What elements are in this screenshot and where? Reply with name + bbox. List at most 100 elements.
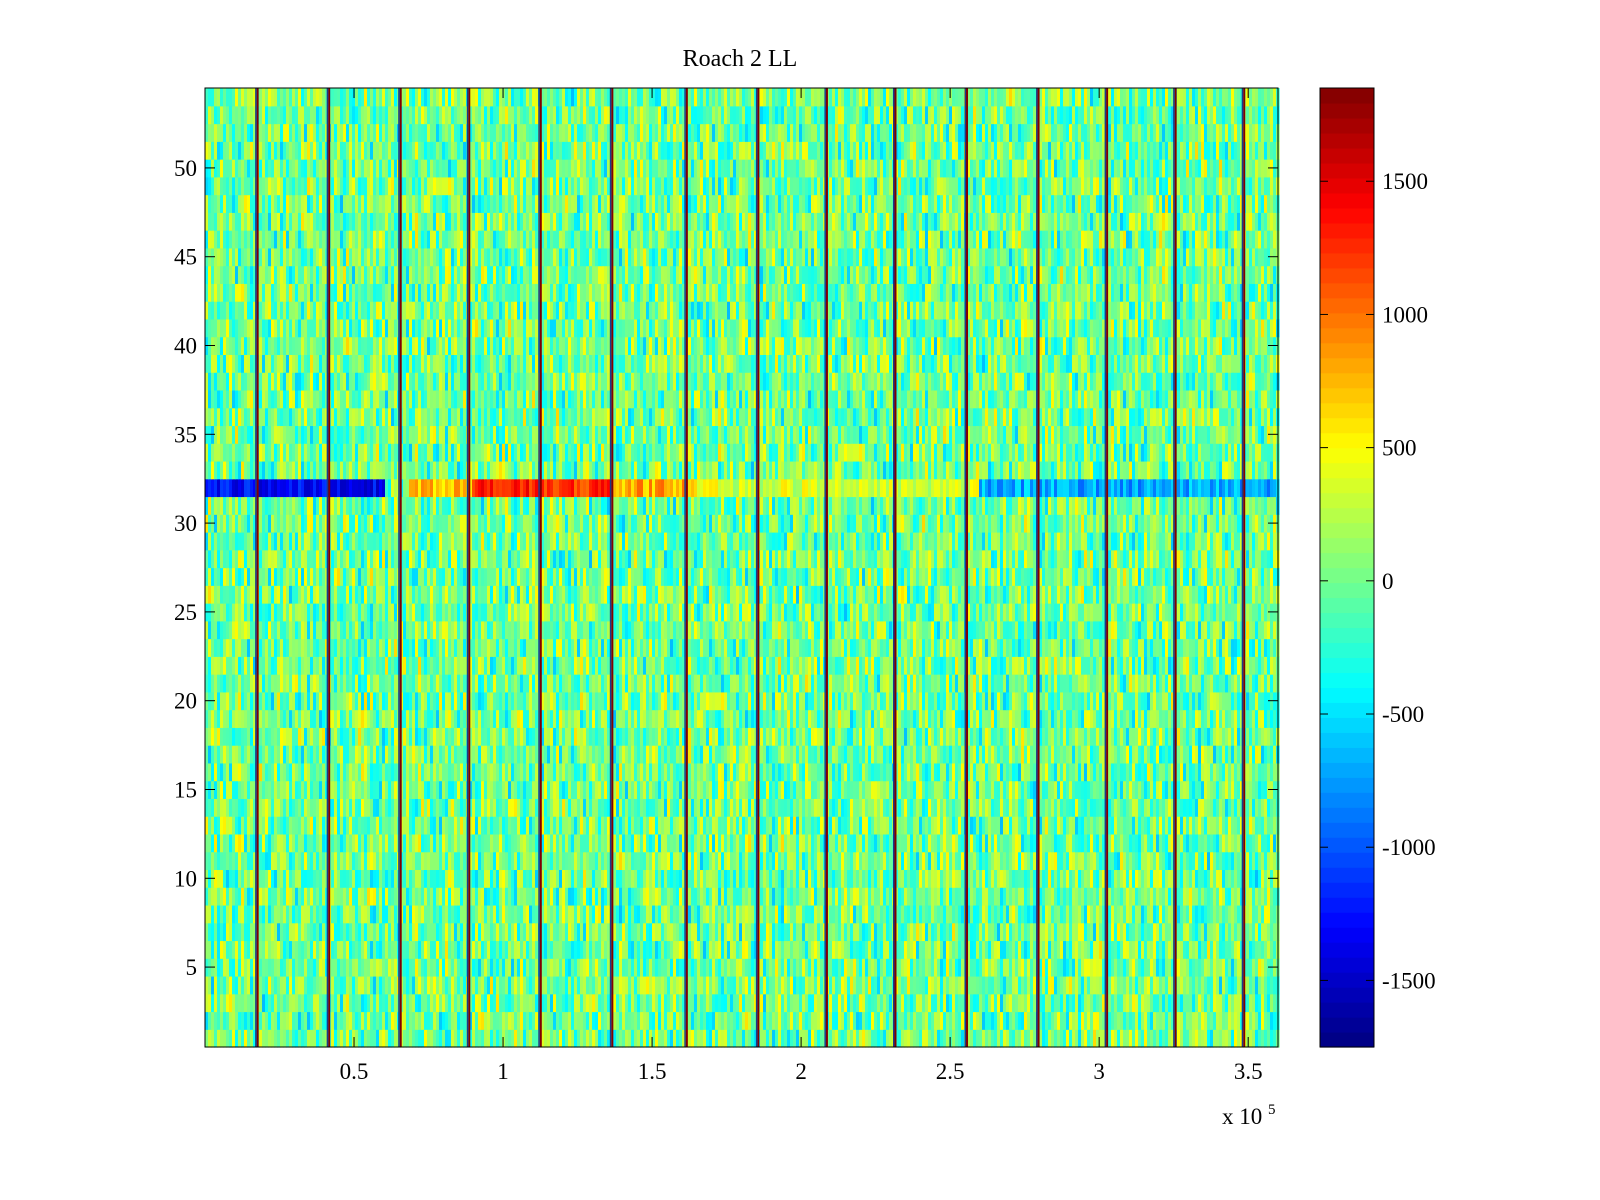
heatmap-cell [220, 904, 224, 924]
heatmap-cell [652, 1029, 656, 1048]
heatmap-cell [1123, 993, 1127, 1013]
heatmap-cell [628, 887, 632, 906]
heatmap-cell [1264, 958, 1268, 977]
heatmap-cell [265, 887, 269, 906]
heatmap-cell [745, 904, 749, 924]
heatmap-cell [460, 1011, 464, 1030]
heatmap-cell [283, 958, 287, 977]
heatmap-cell [805, 904, 809, 924]
heatmap-cell [1024, 851, 1028, 871]
heatmap-cell [1207, 851, 1211, 871]
heatmap-cell [1096, 887, 1100, 906]
heatmap-cell [1066, 975, 1070, 995]
heatmap-cell [535, 816, 539, 835]
heatmap-cell [946, 869, 950, 888]
heatmap-cell [1066, 851, 1070, 871]
heatmap-cell [583, 993, 587, 1013]
heatmap-cell [727, 869, 731, 888]
heatmap-cell [544, 993, 548, 1013]
heatmap-cell [1261, 1029, 1265, 1048]
heatmap-cell [421, 816, 425, 835]
heatmap-cell [607, 958, 611, 977]
heatmap-cell [1066, 904, 1070, 924]
heatmap-cell [697, 993, 701, 1013]
heatmap-cell [1231, 887, 1235, 906]
heatmap-cell [271, 1011, 275, 1030]
heatmap-cell [298, 798, 302, 817]
heatmap-cell [1018, 1029, 1022, 1048]
heatmap-cell [1093, 940, 1097, 959]
heatmap-cell [322, 887, 326, 906]
heatmap-cell [616, 851, 620, 871]
heatmap-cell [949, 958, 953, 977]
heatmap-cell [727, 1029, 731, 1048]
heatmap-cell [727, 816, 731, 835]
heatmap-cell [433, 816, 437, 835]
heatmap-cell [628, 851, 632, 871]
heatmap-cell [649, 904, 653, 924]
heatmap-cell [748, 798, 752, 817]
heatmap-cell [547, 1011, 551, 1030]
heatmap-cell [448, 975, 452, 995]
heatmap-cell [451, 798, 455, 817]
heatmap-cell [958, 833, 962, 853]
heatmap-cell [1186, 816, 1190, 835]
heatmap-cell [673, 922, 677, 942]
heatmap-cell [607, 922, 611, 942]
heatmap-cell [493, 993, 497, 1013]
heatmap-cell [922, 975, 926, 995]
heatmap-cell [928, 975, 932, 995]
heatmap-cell [661, 975, 665, 995]
heatmap-cell [925, 887, 929, 906]
heatmap-cell [718, 851, 722, 871]
heatmap-cell [505, 940, 509, 959]
heatmap-cell [1093, 887, 1097, 906]
heatmap-cell [769, 940, 773, 959]
heatmap-cell [1192, 922, 1196, 942]
heatmap-cell [1024, 1011, 1028, 1030]
heatmap-cell [703, 869, 707, 888]
heatmap-cell [1027, 1011, 1031, 1030]
heatmap-cell [1249, 833, 1253, 853]
heatmap-cell [727, 940, 731, 959]
heatmap-cell [652, 958, 656, 977]
heatmap-cell [709, 1011, 713, 1030]
heatmap-cell [1069, 975, 1073, 995]
heatmap-cell [247, 922, 251, 942]
heatmap-cell [1159, 1011, 1163, 1030]
heatmap-cell [637, 940, 641, 959]
heatmap-cell [811, 922, 815, 942]
heatmap-cell [1129, 993, 1133, 1013]
heatmap-cell [706, 851, 710, 871]
heatmap-cell [229, 816, 233, 835]
heatmap-cell [1141, 851, 1145, 871]
heatmap-cell [205, 940, 209, 959]
heatmap-cell [760, 904, 764, 924]
heatmap-cell [760, 975, 764, 995]
heatmap-cell [1138, 922, 1142, 942]
heatmap-cell [700, 851, 704, 871]
heatmap-cell [1246, 887, 1250, 906]
heatmap-cell [1060, 993, 1064, 1013]
heatmap-cell [562, 904, 566, 924]
heatmap-cell [775, 869, 779, 888]
heatmap-cell [490, 833, 494, 853]
heatmap-cell [889, 993, 893, 1013]
heatmap-cell [961, 958, 965, 977]
heatmap-cell [835, 993, 839, 1013]
heatmap-cell [1054, 958, 1058, 977]
heatmap-cell [1168, 887, 1172, 906]
heatmap-cell [241, 958, 245, 977]
heatmap-cell [589, 922, 593, 942]
heatmap-cell [424, 851, 428, 871]
heatmap-cell [979, 958, 983, 977]
heatmap-cell [589, 816, 593, 835]
heatmap-cell [1195, 816, 1199, 835]
heatmap-cell [241, 851, 245, 871]
heatmap-cell [730, 958, 734, 977]
heatmap-cell [1018, 1011, 1022, 1030]
heatmap-cell [277, 922, 281, 942]
heatmap-cell [817, 922, 821, 942]
heatmap-cell [565, 887, 569, 906]
heatmap-cell [304, 975, 308, 995]
